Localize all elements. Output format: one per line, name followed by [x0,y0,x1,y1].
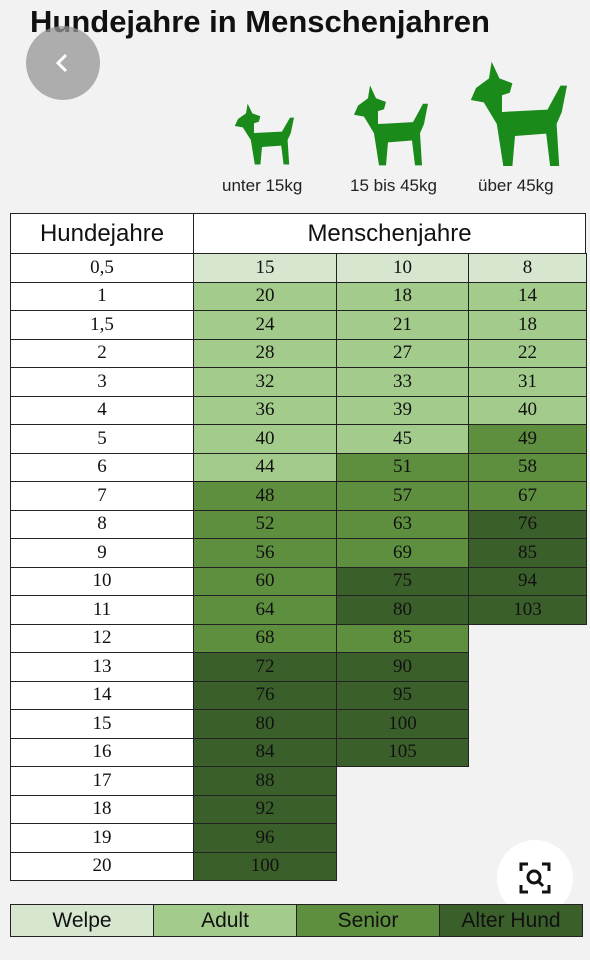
table-cell: 40 [193,424,337,454]
row-label: 5 [10,424,194,454]
row-label: 7 [10,481,194,511]
table-cell: 27 [336,338,469,368]
table-cell: 14 [468,281,587,311]
table-cell: 15 [193,253,337,283]
legend-item: Welpe [10,904,154,937]
table-cell: 56 [193,538,337,568]
table-cell: 40 [468,395,587,425]
row-label: 4 [10,395,194,425]
table-cell: 67 [468,481,587,511]
row-label: 9 [10,538,194,568]
dog-large [470,61,567,166]
legend-item: Senior [296,904,440,937]
row-label: 17 [10,766,194,796]
table-cell: 44 [193,452,337,482]
table-cell: 60 [193,566,337,596]
row-label: 18 [10,794,194,824]
row-label: 10 [10,566,194,596]
table-cell: 100 [336,709,469,739]
row-label: 0,5 [10,253,194,283]
row-label: 3 [10,367,194,397]
dog-small [234,103,294,165]
table-cell: 92 [193,794,337,824]
table-cell: 63 [336,509,469,539]
table-cell: 45 [336,424,469,454]
table-cell: 18 [468,310,587,340]
lens-icon [519,862,551,894]
table-cell: 49 [468,424,587,454]
table-cell: 96 [193,823,337,853]
row-label: 1 [10,281,194,311]
table-cell: 48 [193,481,337,511]
table-cell: 69 [336,538,469,568]
table-cell: 80 [193,709,337,739]
table-cell: 72 [193,652,337,682]
table-cell: 31 [468,367,587,397]
table-cell: 22 [468,338,587,368]
table-cell: 24 [193,310,337,340]
table-cell: 32 [193,367,337,397]
table-cell: 51 [336,452,469,482]
table-cell: 28 [193,338,337,368]
table-cell: 76 [193,680,337,710]
lens-button[interactable] [497,840,573,916]
legend-item: Adult [153,904,297,937]
legend-item: Alter Hund [439,904,583,937]
row-label: 12 [10,623,194,653]
table-cell: 75 [336,566,469,596]
table-cell: 20 [193,281,337,311]
dog-icons [234,61,567,166]
table-cell: 10 [336,253,469,283]
row-label: 8 [10,509,194,539]
dog-medium [354,85,428,166]
table-cell: 80 [336,595,469,625]
table-cell: 84 [193,737,337,767]
header-cell: Menschenjahre [193,213,586,254]
table-cell: 36 [193,395,337,425]
table-cell: 76 [468,509,587,539]
table-cell: 85 [336,623,469,653]
row-label: 1,5 [10,310,194,340]
table-cell: 100 [193,851,337,881]
row-label: 2 [10,338,194,368]
dog-caption: unter 15kg [222,176,303,195]
row-label: 19 [10,823,194,853]
dog-caption: über 45kg [478,176,554,195]
row-label: 14 [10,680,194,710]
table-cell: 52 [193,509,337,539]
row-label: 11 [10,595,194,625]
table-cell: 105 [336,737,469,767]
table-cell: 64 [193,595,337,625]
title: Hundejahre in Menschenjahren [30,4,490,39]
back-button[interactable] [26,26,100,100]
row-label: 16 [10,737,194,767]
table-cell: 85 [468,538,587,568]
table-cell: 68 [193,623,337,653]
header-cell: Hundejahre [10,213,194,254]
table-cell: 18 [336,281,469,311]
table-cell: 103 [468,595,587,625]
table-cell: 8 [468,253,587,283]
table-cell: 94 [468,566,587,596]
dog-caption: 15 bis 45kg [350,176,437,195]
table-cell: 57 [336,481,469,511]
row-label: 6 [10,452,194,482]
row-label: 15 [10,709,194,739]
table-cell: 90 [336,652,469,682]
table-cell: 33 [336,367,469,397]
row-label: 13 [10,652,194,682]
table-cell: 58 [468,452,587,482]
table-cell: 95 [336,680,469,710]
back-icon [55,53,68,73]
table-cell: 21 [336,310,469,340]
row-label: 20 [10,851,194,881]
table-cell: 88 [193,766,337,796]
table-cell: 39 [336,395,469,425]
